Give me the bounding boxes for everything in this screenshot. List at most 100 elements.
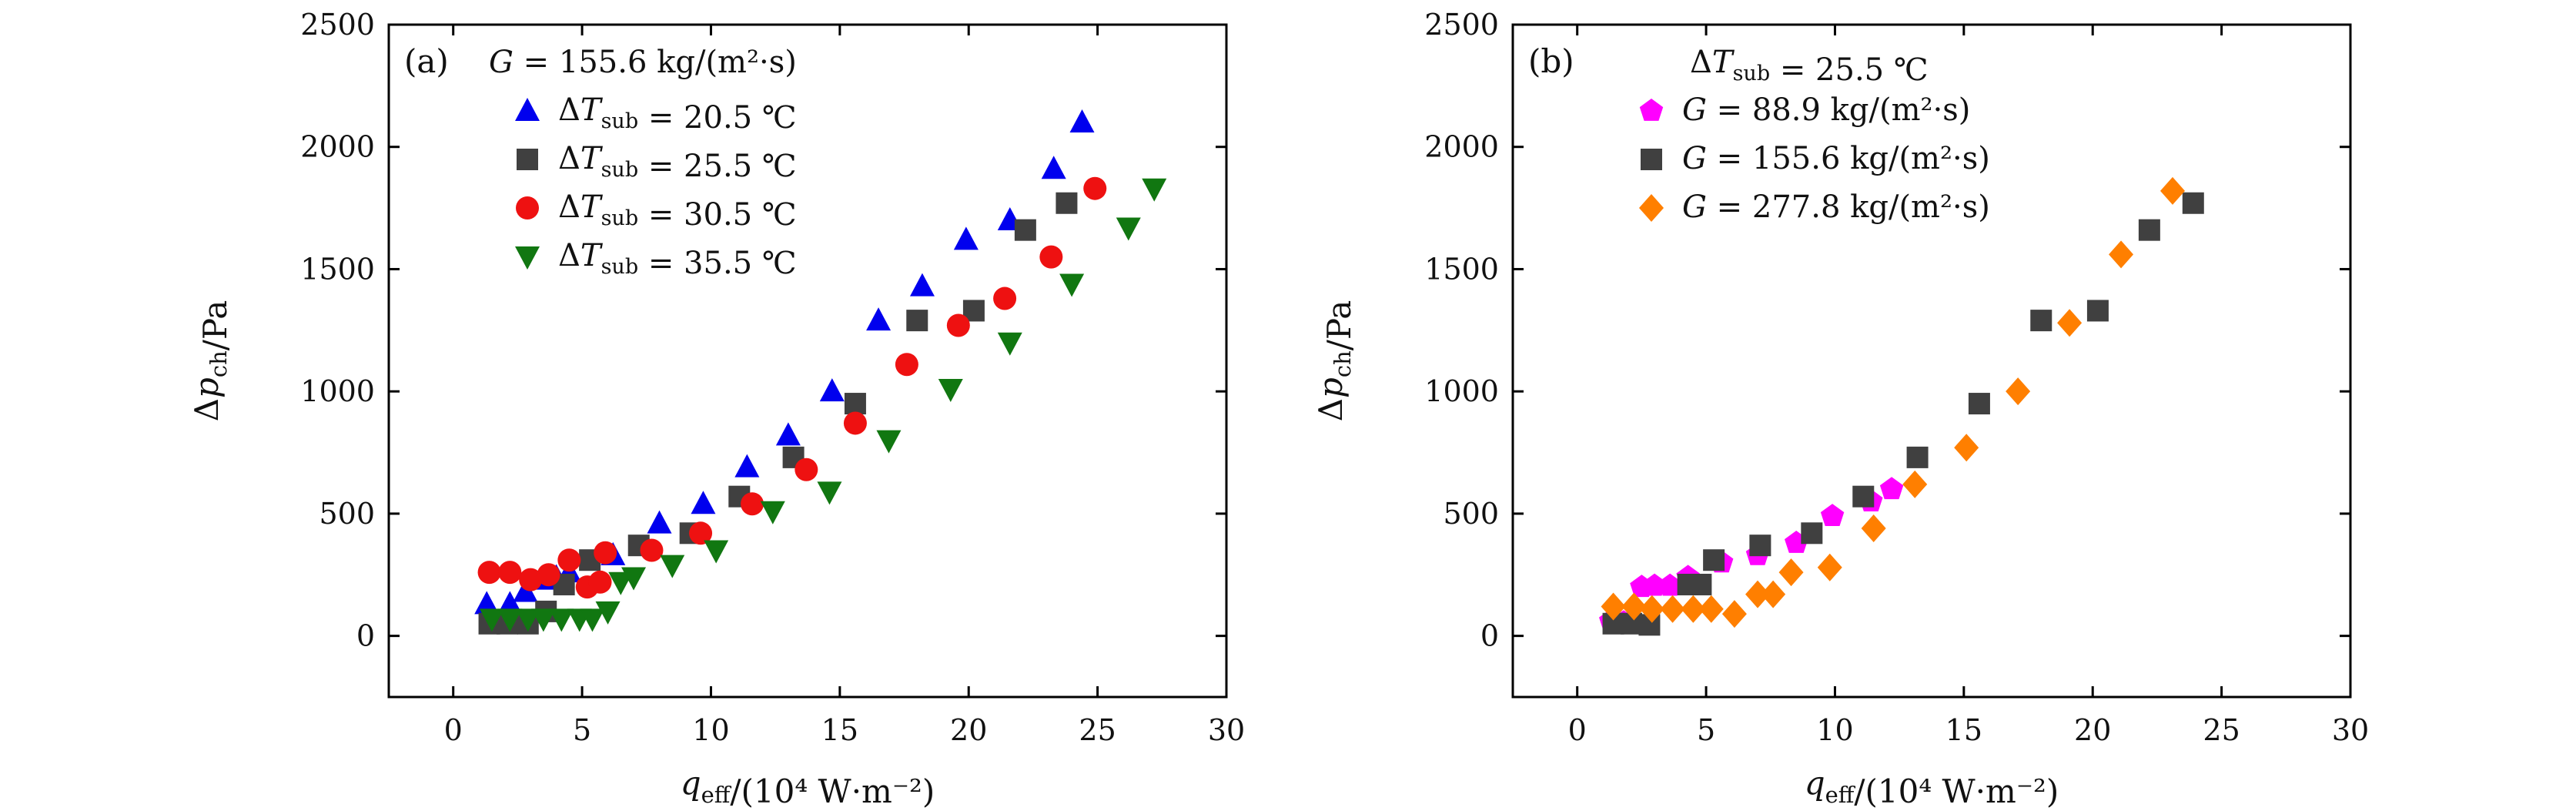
data-point (530, 608, 556, 632)
data-point (1861, 514, 1886, 542)
data-point (608, 571, 634, 595)
chart-panel-a: 0 5 10 15 20 25 30 0 500 1000 1500 2000 2500 qeff/(10… (188, 8, 1245, 810)
legend-marker (516, 196, 539, 220)
data-point (1116, 217, 1141, 241)
legend-header: G = 155.6 kg/(m²·s) (489, 45, 797, 80)
data-point (1083, 176, 1107, 200)
data-point (1039, 245, 1063, 269)
data-point (1014, 219, 1036, 241)
x-tick-label: 5 (573, 713, 591, 747)
y-tick-label: 500 (319, 497, 375, 531)
x-tick-label: 15 (821, 713, 858, 747)
legend-marker (517, 149, 538, 170)
plot-frame (1511, 23, 2352, 699)
y-tick-label: 2000 (300, 130, 375, 164)
data-point (1621, 592, 1647, 621)
data-point (1902, 470, 1928, 498)
data-point (1761, 580, 1786, 608)
chart-panel-b: 0 5 10 15 20 25 30 0 500 1000 1500 2000 2500 qeff/(10… (1312, 8, 2369, 810)
data-point (1879, 477, 1904, 500)
data-point (513, 578, 538, 602)
x-tick-label: 20 (2074, 713, 2111, 747)
data-point (1601, 592, 1626, 621)
data-point (1660, 595, 1685, 623)
data-point (1681, 595, 1706, 623)
data-point (689, 521, 713, 545)
data-point (843, 411, 867, 435)
x-tick-label: 0 (1568, 713, 1587, 747)
data-point (993, 287, 1017, 310)
legend-entry: ΔTsub = 35.5 ℃ (558, 238, 797, 281)
data-point (795, 457, 818, 481)
data-point (2086, 300, 2109, 322)
data-point (2057, 309, 2083, 337)
data-point (1721, 600, 1747, 628)
y-tick-label: 2500 (1424, 8, 1499, 42)
data-point (1642, 573, 1667, 596)
data-point (2109, 240, 2134, 269)
data-point (2160, 176, 2186, 205)
legend-entry: ΔTsub = 20.5 ℃ (558, 92, 797, 136)
data-point (1852, 485, 1875, 508)
data-point (1968, 393, 1990, 415)
y-tick-label: 1500 (300, 252, 375, 286)
data-point (1059, 273, 1085, 297)
y-tick-label: 0 (356, 619, 375, 653)
data-point (621, 567, 647, 591)
data-point (498, 561, 522, 585)
legend-marker (515, 98, 540, 121)
legend-marker (1639, 99, 1664, 121)
y-axis-title: Δpch/Pa (188, 300, 234, 422)
y-tick-label: 1000 (1424, 374, 1499, 408)
data-point (760, 501, 785, 524)
data-point (1690, 573, 1712, 595)
data-point (1820, 504, 1845, 526)
data-point (2182, 192, 2204, 214)
data-point (906, 310, 928, 332)
data-point (1069, 109, 1095, 132)
data-point (1639, 595, 1664, 623)
x-tick-label: 15 (1945, 713, 1982, 747)
data-point (660, 555, 685, 578)
data-point (549, 608, 574, 632)
data-point (1906, 446, 1929, 468)
x-tick-label: 5 (1697, 713, 1715, 747)
data-point (704, 540, 729, 564)
data-point (817, 481, 842, 505)
data-point (537, 563, 560, 587)
data-point (1817, 553, 1842, 581)
data-point (1801, 522, 1823, 545)
x-axis-title: qeff/(10⁴ W·m⁻²) (681, 764, 935, 810)
x-tick-label: 10 (692, 713, 729, 747)
legend-header: ΔTsub = 25.5 ℃ (1690, 45, 1929, 88)
y-tick-label: 0 (1480, 619, 1499, 653)
data-point (1055, 192, 1078, 214)
x-axis-title: qeff/(10⁴ W·m⁻²) (1805, 764, 2059, 810)
legend-entry: ΔTsub = 25.5 ℃ (558, 141, 797, 184)
x-tick-label: 30 (2332, 713, 2369, 747)
data-point (588, 570, 612, 594)
data-point (497, 608, 523, 632)
data-point (1778, 558, 1804, 587)
x-tick-label: 25 (2203, 713, 2240, 747)
data-point (640, 538, 664, 562)
data-point (2138, 219, 2160, 241)
x-tick-label: 20 (950, 713, 987, 747)
data-point (895, 353, 918, 377)
data-point (479, 608, 504, 632)
legend-entry: G = 88.9 kg/(m²·s) (1682, 92, 1970, 128)
data-point (1745, 580, 1771, 608)
y-tick-label: 2500 (300, 8, 375, 42)
data-point (997, 332, 1022, 356)
data-point (515, 608, 540, 632)
data-point (953, 226, 979, 250)
data-point (595, 601, 621, 625)
x-tick-label: 10 (1816, 713, 1853, 747)
legend-marker (1639, 194, 1664, 222)
data-point (1041, 156, 1066, 179)
y-tick-label: 1000 (300, 374, 375, 408)
data-point (580, 608, 605, 632)
y-tick-label: 500 (1443, 497, 1499, 531)
data-point (1703, 549, 1725, 571)
